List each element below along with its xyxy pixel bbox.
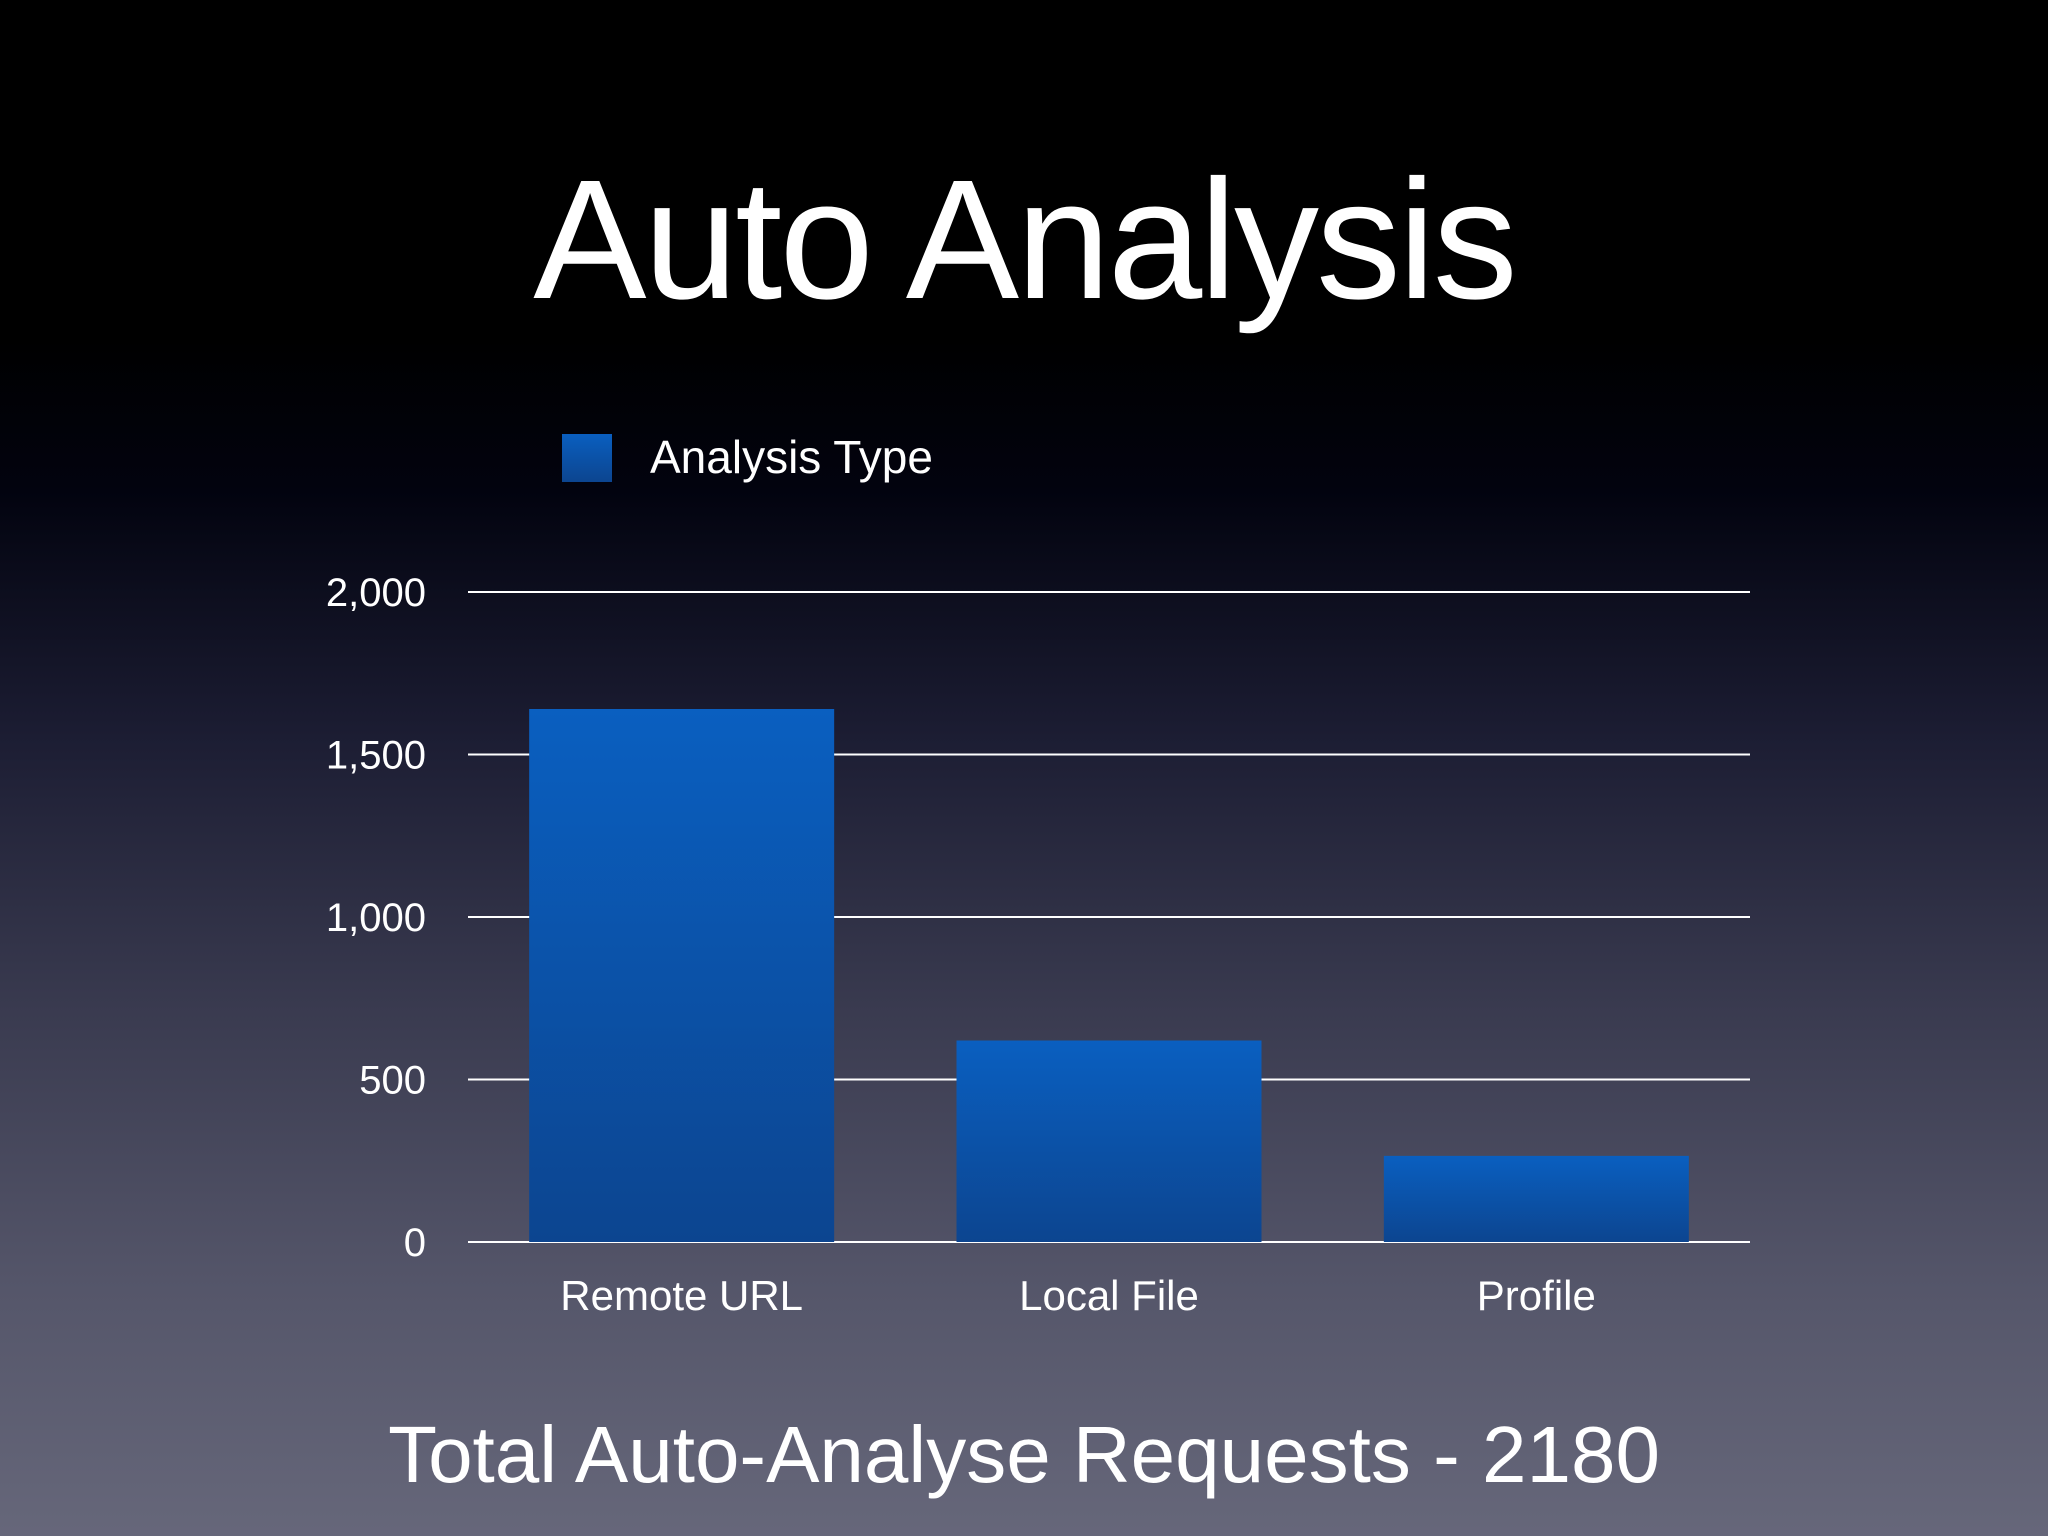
y-tick-label: 1,500 (326, 734, 426, 778)
legend: Analysis Type (562, 431, 933, 483)
x-tick-label: Local File (1019, 1272, 1199, 1319)
y-tick-label: 0 (404, 1221, 426, 1265)
slide-footer-total: Total Auto-Analyse Requests - 2180 (388, 1410, 1660, 1499)
slide-title: Auto Analysis (533, 145, 1518, 335)
x-tick-label: Profile (1477, 1272, 1596, 1319)
x-axis-tick-labels: Remote URL Local File Profile (560, 1272, 1596, 1319)
y-tick-label: 1,000 (326, 896, 426, 940)
legend-label: Analysis Type (650, 431, 933, 483)
x-tick-label: Remote URL (560, 1272, 803, 1319)
y-axis-tick-labels: 0 500 1,000 1,500 2,000 (326, 571, 426, 1265)
bar-local-file (956, 1040, 1262, 1242)
y-tick-label: 500 (359, 1059, 426, 1103)
bar-profile (1383, 1155, 1689, 1242)
bars (529, 709, 1689, 1242)
y-tick-label: 2,000 (326, 571, 426, 615)
legend-swatch (562, 434, 612, 482)
bar-remote-url (529, 709, 835, 1242)
